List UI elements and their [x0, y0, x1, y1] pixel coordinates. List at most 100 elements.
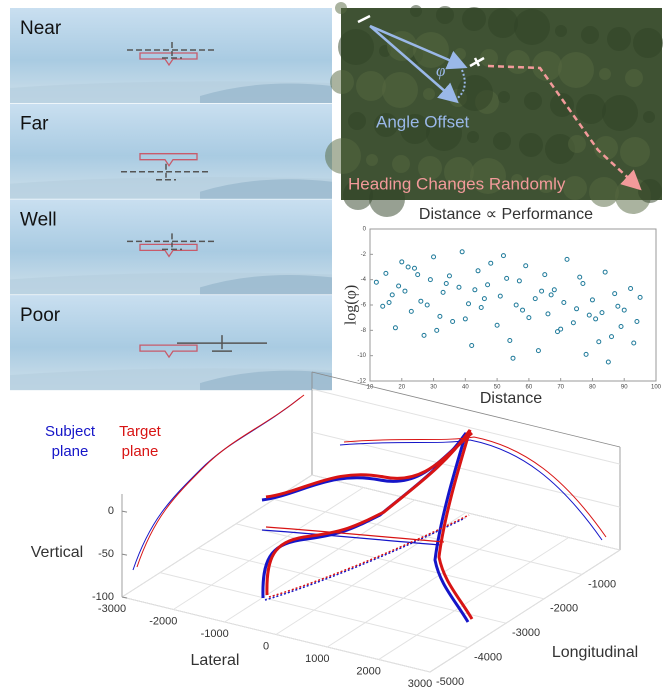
map-texture — [576, 94, 606, 124]
scatter-point — [621, 307, 627, 313]
x-tick-label: 0 — [263, 640, 269, 652]
scatter-point — [504, 275, 510, 281]
map-texture — [488, 8, 518, 38]
x-tick-label: -1000 — [201, 628, 229, 640]
x-axis-label: Lateral — [191, 652, 240, 669]
map-texture — [532, 51, 562, 81]
legend-entry: Subject plane — [44, 423, 96, 460]
z-grid-line — [311, 431, 621, 508]
map-texture — [343, 180, 373, 210]
scatter-point — [446, 273, 452, 279]
y-tick-label: -10 — [357, 353, 366, 359]
scatter-point — [443, 280, 449, 286]
map-texture — [330, 70, 354, 94]
map-texture — [581, 26, 599, 44]
angle-symbol: φ — [436, 61, 445, 80]
scatter-point — [405, 264, 411, 270]
map-texture — [638, 179, 662, 203]
x-tick-label: 90 — [621, 385, 628, 391]
trajectory — [261, 432, 470, 623]
axis-box — [311, 371, 621, 448]
y-tick-label: 0 — [363, 227, 367, 233]
scatter-point — [634, 318, 640, 324]
map-texture — [558, 52, 594, 88]
scatter-point — [631, 340, 637, 346]
z-tick-label: -100 — [92, 591, 114, 603]
scatter-point — [497, 293, 503, 299]
map-texture — [594, 136, 618, 160]
x-tick-label: 3000 — [408, 678, 432, 690]
plane — [177, 335, 267, 352]
map-texture — [498, 91, 510, 103]
plane — [127, 233, 217, 251]
scatter-point — [554, 329, 560, 335]
y-tick-label: -8 — [361, 328, 367, 334]
map-texture — [563, 176, 587, 200]
scatter-point — [574, 306, 580, 312]
scatter-point — [475, 268, 481, 274]
x-tick-label: 10 — [367, 385, 374, 391]
scatter-point — [609, 334, 615, 340]
y-tick-label: -12 — [357, 379, 366, 385]
map-texture — [589, 177, 619, 207]
map-texture — [550, 93, 574, 117]
scatter-point — [456, 284, 462, 290]
map-texture — [545, 134, 575, 164]
y-tick-label: -4000 — [474, 652, 502, 664]
scatter-point — [431, 254, 437, 260]
scatter-point — [596, 339, 602, 345]
map-texture — [457, 75, 493, 111]
z-tick-label: 0 — [108, 505, 114, 517]
x-tick-label: 100 — [651, 385, 662, 391]
x-grid-line — [378, 537, 569, 660]
target-box — [139, 344, 198, 359]
scatter-point — [450, 318, 456, 324]
plane-icon — [357, 14, 485, 68]
x-grid-line — [327, 524, 518, 648]
map-texture — [511, 174, 523, 186]
scatter-point — [510, 355, 516, 361]
map-texture — [325, 138, 361, 174]
z-tick — [121, 553, 128, 556]
scatter-point — [402, 288, 408, 294]
z-grid-line — [311, 388, 621, 465]
y-tick-label: -6 — [361, 303, 367, 309]
scatter-point — [561, 299, 567, 305]
trajectory — [265, 431, 473, 499]
mountain — [200, 274, 332, 295]
map-texture — [643, 111, 655, 123]
scatter-point — [427, 277, 433, 283]
heading-path — [487, 64, 642, 191]
scatter-point — [513, 302, 519, 308]
map-texture — [467, 131, 479, 143]
map-texture — [602, 95, 638, 131]
chart-title: Distance ∝ Performance — [419, 206, 593, 223]
y-tick-label: -2 — [361, 252, 367, 258]
scatter-point — [437, 313, 443, 319]
scatter-point — [386, 299, 392, 305]
x-grid-line — [275, 512, 467, 635]
scatter-point — [580, 280, 586, 286]
map-texture — [599, 68, 611, 80]
mountain — [200, 179, 332, 199]
map-texture — [423, 88, 435, 100]
legend-entry: Target plane — [119, 423, 161, 460]
y-tick-label: -3000 — [512, 627, 540, 639]
map-texture — [400, 114, 430, 144]
target-box — [139, 52, 198, 67]
scatter-point — [628, 286, 634, 292]
y-axis-label: Longitudinal — [552, 644, 638, 661]
map-texture — [514, 9, 550, 45]
y-tick-label: -4 — [361, 277, 367, 283]
scatter-point — [380, 303, 386, 309]
scatter-point — [564, 256, 570, 262]
scatter-point — [589, 297, 595, 303]
map-texture — [335, 2, 347, 14]
scatter-point — [539, 288, 545, 294]
scatter-point — [392, 325, 398, 331]
scatter-point — [532, 296, 538, 302]
scatter-point — [615, 303, 621, 309]
trajectory — [136, 394, 305, 568]
